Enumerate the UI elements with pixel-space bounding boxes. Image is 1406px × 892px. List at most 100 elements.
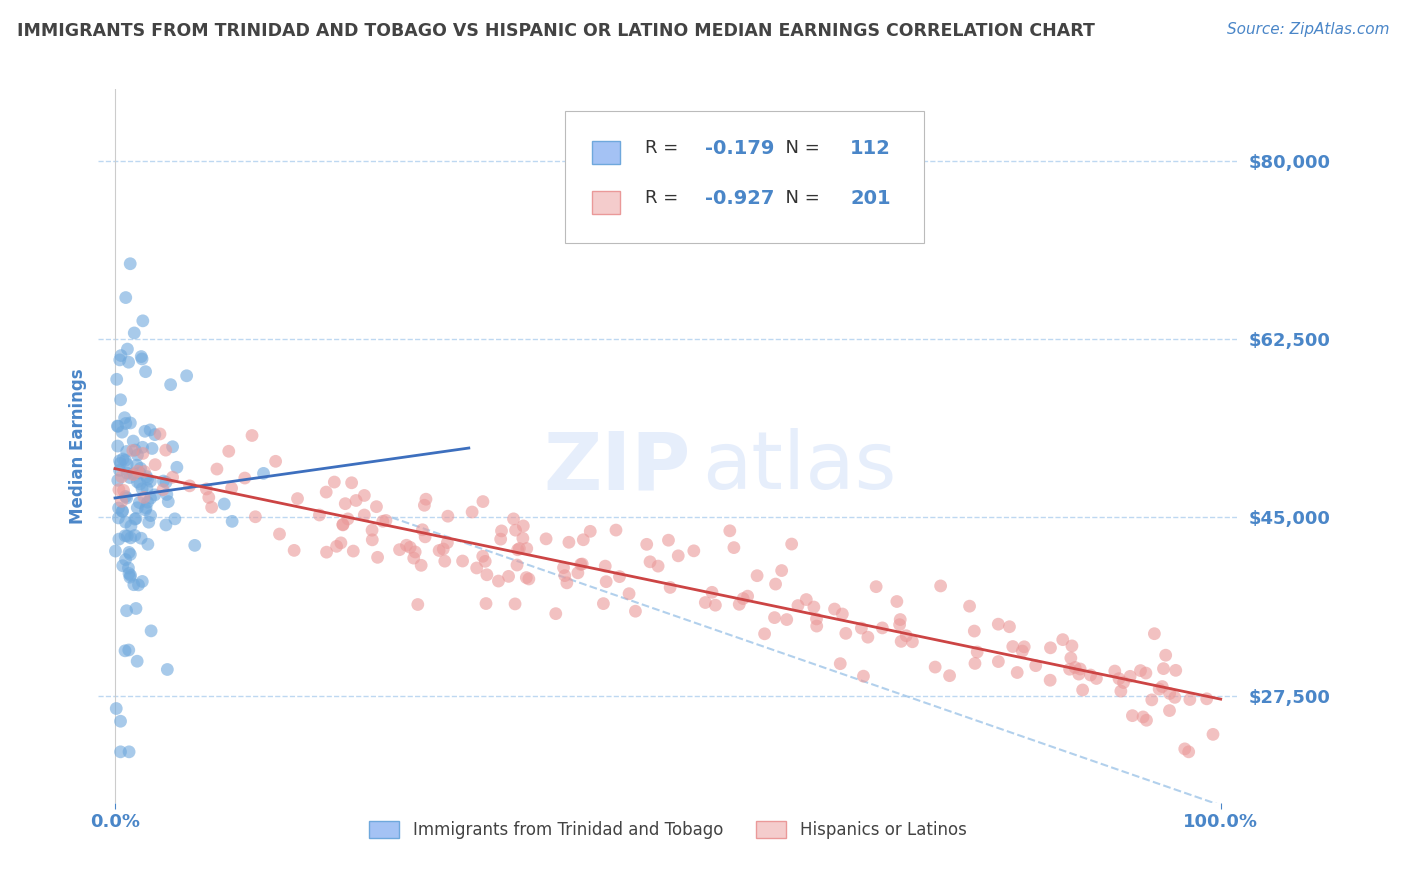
Point [1060,639,1083,653]
Point [115,604,138,618]
Point [107,473,129,487]
Point [120,568,142,582]
Point [143,427,166,442]
Point [437,509,460,524]
Point [534,532,557,546]
Point [315,485,337,500]
Point [592,597,614,611]
Point [1164,664,1187,678]
Text: IMMIGRANTS FROM TRINIDAD AND TOBAGO VS HISPANIC OR LATINO MEDIAN EARNINGS CORREL: IMMIGRANTS FROM TRINIDAD AND TOBAGO VS H… [17,22,1095,40]
Point [754,627,776,641]
Point [399,541,422,555]
Point [124,443,146,458]
Point [1153,662,1175,676]
Point [139,474,162,488]
Point [315,545,337,559]
Point [929,579,952,593]
Point [1039,640,1062,655]
Point [475,567,498,582]
Point [451,554,474,568]
Point [104,544,127,558]
Point [221,514,243,528]
Point [765,577,787,591]
Point [118,566,141,581]
Point [323,475,346,489]
Point [1140,693,1163,707]
Point [152,474,174,488]
Point [512,519,534,533]
Point [159,377,181,392]
Point [506,558,529,572]
Point [374,513,396,527]
Point [122,467,145,482]
Point [896,629,918,643]
Point [718,524,741,538]
Point [110,714,132,729]
Point [1039,673,1062,688]
Point [1112,675,1135,690]
Point [806,619,828,633]
Point [110,349,132,363]
Point [488,574,510,588]
Point [852,669,875,683]
Point [120,548,142,562]
Point [136,537,159,551]
Point [122,467,145,481]
Point [1080,668,1102,682]
Point [121,443,143,458]
Point [659,581,682,595]
Point [264,454,287,468]
Point [489,532,512,546]
Point [647,559,669,574]
Point [131,482,153,496]
Point [963,624,986,638]
Point [763,610,786,624]
Point [332,517,354,532]
Point [366,500,388,514]
Point [770,564,793,578]
Point [143,458,166,472]
Text: 112: 112 [851,139,891,158]
Point [865,580,887,594]
Point [155,475,177,490]
Point [1012,640,1035,654]
Point [245,509,267,524]
Point [1064,660,1087,674]
Point [794,592,817,607]
Point [110,392,132,407]
Point [114,410,136,425]
Point [745,568,768,582]
Point [890,634,912,648]
Point [129,531,152,545]
Point [115,444,138,458]
Point [889,617,911,632]
Point [1143,626,1166,640]
Point [554,568,576,582]
Point [134,503,156,517]
Point [1195,691,1218,706]
Point [135,469,157,483]
Text: -0.927: -0.927 [706,189,775,208]
Point [163,512,186,526]
Point [105,372,128,386]
Point [555,575,578,590]
Point [114,453,136,467]
Point [803,600,825,615]
Point [136,495,159,509]
Point [901,634,924,648]
Point [127,654,149,668]
Point [1067,667,1090,681]
Point [889,613,911,627]
Point [152,483,174,497]
Point [195,482,218,496]
Point [1109,684,1132,698]
Point [131,351,153,366]
Point [666,549,689,563]
Text: 201: 201 [851,189,890,208]
Point [571,557,593,571]
Point [609,569,631,583]
Point [1174,742,1197,756]
Point [139,508,162,523]
Point [963,657,986,671]
Point [1147,682,1170,697]
